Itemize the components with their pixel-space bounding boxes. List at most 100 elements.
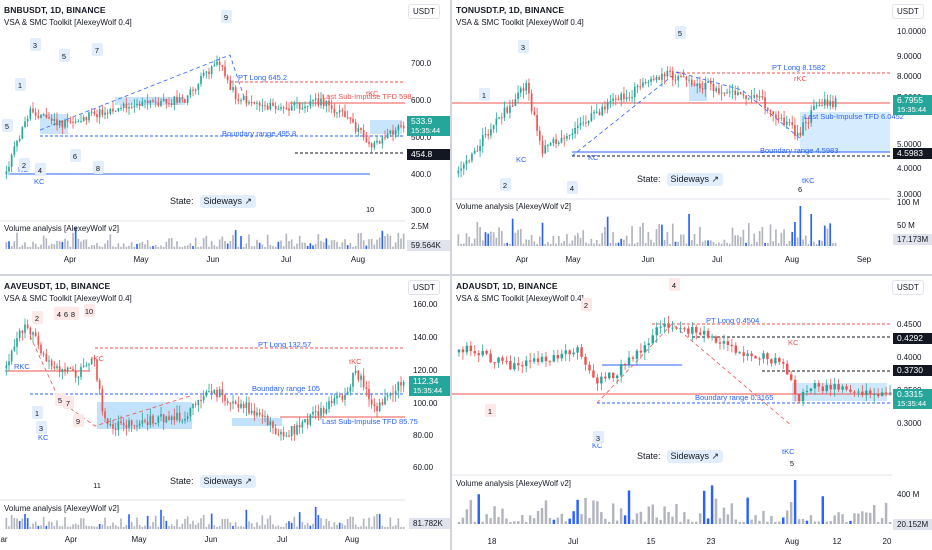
candle-body — [256, 102, 258, 104]
volume-bar — [208, 246, 210, 249]
price-tick-label: 500.0 — [411, 133, 432, 142]
volume-bar — [809, 515, 813, 524]
chart-canvas[interactable]: PT Long 132.57 Boundary range 105 Last Sub… — [0, 276, 450, 550]
volume-bar — [832, 243, 834, 246]
indicator-name: VSA & SMC Toolkit [AlexeyWolf 0.4] — [456, 294, 584, 303]
volume-bar — [557, 235, 560, 246]
chart-canvas[interactable]: PT Long 8.1582 rKC Last Sub-Impulse TFD 6.… — [452, 0, 932, 274]
candle-body — [144, 420, 146, 422]
volume-bar — [696, 243, 699, 246]
volume-bar — [747, 223, 750, 246]
wave-number: 7 — [66, 399, 70, 408]
candle-body — [457, 170, 460, 174]
volume-bar — [336, 241, 338, 249]
candle-body — [146, 100, 149, 104]
candle-body — [696, 83, 699, 87]
candle-body — [807, 122, 810, 124]
candle-body — [346, 117, 349, 119]
unit-button[interactable]: USDT — [408, 280, 440, 295]
candle-body — [490, 129, 492, 136]
candle-body — [384, 137, 386, 139]
volume-bar — [730, 503, 734, 524]
volume-bar — [232, 525, 234, 529]
candle-body — [357, 127, 360, 132]
volume-bar — [266, 518, 269, 529]
candle-body — [530, 93, 533, 112]
kc-label: KC — [588, 153, 599, 162]
candle-body — [74, 121, 77, 123]
volume-bar — [392, 246, 394, 249]
volume-bar — [813, 521, 817, 524]
volume-bar — [128, 245, 130, 249]
chart-canvas[interactable]: PT Long 645.2 Last Sub-Impulse TFD 598 Bou… — [0, 0, 450, 274]
candle-body — [344, 394, 346, 400]
candle-body — [619, 363, 623, 376]
volume-bar — [213, 245, 216, 249]
chart-panel-ton[interactable]: TONUSDT.P, 1D, BINANCE VSA & SMC Toolkit… — [452, 0, 932, 274]
candle-body — [770, 359, 773, 364]
candle-body — [24, 324, 26, 333]
candle-body — [669, 70, 671, 72]
unit-button[interactable]: USDT — [408, 4, 440, 19]
candle-body — [104, 411, 106, 419]
candle-body — [165, 98, 168, 104]
volume-tick-label: 2.5M — [411, 222, 429, 231]
volume-bar — [354, 245, 357, 249]
volume-bar — [490, 231, 492, 246]
volume-bar — [745, 242, 747, 246]
candle-body — [368, 388, 370, 400]
candle-body — [465, 160, 468, 165]
volume-bar — [585, 242, 587, 246]
last-price-badge — [409, 376, 450, 396]
volume-bar — [663, 239, 666, 246]
volume-bar — [614, 242, 617, 246]
candle-body — [745, 95, 747, 99]
volume-bar — [593, 243, 595, 246]
volume-bar — [360, 526, 362, 529]
candle-body — [242, 403, 245, 409]
candle-body — [234, 401, 237, 404]
candle-body — [683, 328, 686, 330]
countdown-label: 15:35:44 — [411, 126, 440, 135]
volume-bar — [282, 526, 285, 529]
chart-panel-ada[interactable]: ADAUSDT, 1D, BINANCE VSA & SMC Toolkit [… — [452, 276, 932, 550]
candle-body — [778, 357, 781, 363]
range-box — [370, 120, 402, 134]
time-tick-label: Apr — [516, 255, 529, 264]
volume-bar — [45, 525, 48, 529]
candle-body — [56, 119, 58, 126]
chart-canvas[interactable]: PT Long 0.4504 KC Boundary range 0.3165 KC t… — [452, 276, 932, 550]
wave-tag — [68, 307, 79, 320]
candle-body — [462, 164, 465, 169]
volume-bar — [675, 503, 678, 524]
candle-body — [96, 113, 98, 118]
chart-panel-aave[interactable]: AAVEUSDT, 1D, BINANCE VSA & SMC Toolkit … — [0, 276, 450, 550]
volume-bar — [647, 506, 651, 524]
candle-body — [880, 392, 884, 396]
candle-body — [615, 375, 619, 378]
volume-bar — [184, 245, 186, 249]
candle-body — [753, 95, 756, 98]
candle-body — [536, 115, 538, 131]
wave-number: 4 — [57, 310, 61, 319]
volume-bar — [61, 241, 64, 249]
pt-long-label: PT Long 0.4504 — [706, 316, 759, 325]
wave-tag — [35, 163, 46, 176]
panel-divider-horizontal[interactable] — [0, 274, 932, 276]
volume-bar — [560, 513, 564, 524]
volume-bar — [296, 526, 298, 529]
candle-body — [479, 145, 481, 152]
volume-bar — [392, 526, 394, 529]
last-price-label: 0.3315 — [897, 389, 923, 399]
candle-body — [674, 79, 677, 81]
unit-button[interactable]: USDT — [892, 4, 924, 19]
time-tick-label: Apr — [65, 535, 78, 544]
candle-body — [493, 362, 496, 364]
candle-body — [282, 107, 285, 109]
state-indicator: State: Sideways ↗ — [637, 173, 724, 186]
volume-value-label: 17.173M — [897, 235, 928, 244]
chart-panel-bnb[interactable]: BNBUSDT, 1D, BINANCE VSA & SMC Toolkit [… — [0, 0, 450, 274]
unit-button[interactable]: USDT — [892, 280, 924, 295]
candle-body — [130, 107, 133, 109]
volume-bar — [170, 524, 173, 529]
